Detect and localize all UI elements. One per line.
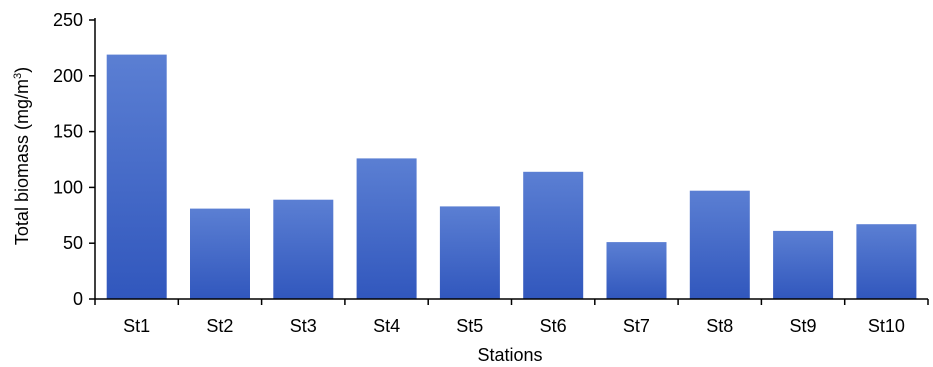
x-tick-label: St10	[868, 316, 905, 336]
bar-st4	[356, 158, 417, 299]
bar-st8	[689, 190, 750, 299]
bar-st6	[523, 171, 584, 299]
x-tick-label: St7	[623, 316, 650, 336]
x-axis: St1 St2 St3 St4 St5 St6 St7 St8 St9 St10	[94, 298, 929, 336]
x-tick-label: St4	[373, 316, 400, 336]
x-tick-label: St8	[706, 316, 733, 336]
x-tick-label: St5	[456, 316, 483, 336]
bar-st5	[439, 206, 500, 299]
bar-st1	[106, 54, 167, 299]
y-axis-title: Total biomass (mg/m3)	[12, 67, 32, 245]
bar-st2	[190, 208, 250, 299]
bar-st7	[606, 242, 667, 299]
y-axis: 0 50 100 150 200 250	[53, 10, 96, 309]
x-axis-title: Stations	[477, 345, 542, 365]
x-tick-label: St6	[540, 316, 567, 336]
y-tick-label: 200	[53, 66, 83, 86]
bar-st9	[773, 230, 834, 299]
y-axis-title-text: Total biomass (mg/m	[12, 79, 32, 245]
y-tick-label: 250	[53, 10, 83, 30]
y-tick-label: 100	[53, 177, 83, 197]
y-tick-label: 50	[63, 233, 83, 253]
bars-group	[106, 54, 917, 299]
x-tick-label: St1	[123, 316, 150, 336]
bar-st3	[273, 199, 334, 299]
y-axis-title-superscript: 3	[12, 73, 24, 79]
y-axis-title-suffix: )	[12, 67, 32, 73]
x-tick-label: St2	[206, 316, 233, 336]
y-tick-label: 0	[73, 289, 83, 309]
y-tick-label: 150	[53, 122, 83, 142]
x-tick-label: St3	[290, 316, 317, 336]
x-tick-label: St9	[789, 316, 816, 336]
bar-st10	[856, 224, 917, 299]
